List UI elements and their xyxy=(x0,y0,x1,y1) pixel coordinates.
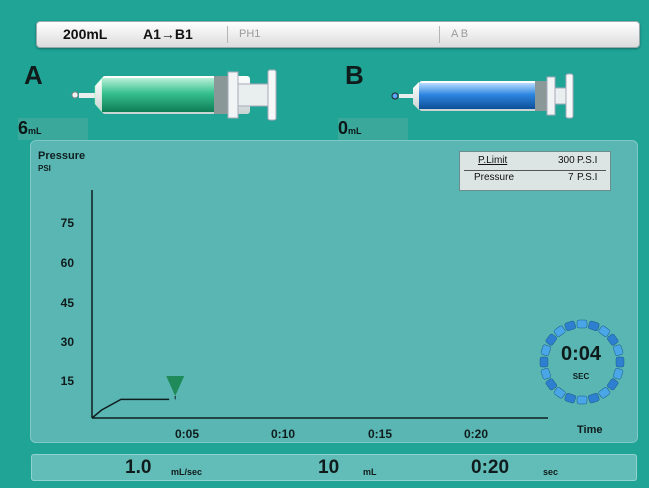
graph-y-title: Pressure xyxy=(38,150,86,162)
timer-segment xyxy=(613,368,624,380)
y-tick-label: 30 xyxy=(60,335,74,349)
timer-ring-icon xyxy=(539,319,625,405)
pressure-line xyxy=(91,398,170,419)
timer-segment xyxy=(615,356,625,368)
p-limit-label: P.Limit xyxy=(478,155,508,166)
syringe-b-volume-unit: mL xyxy=(348,126,362,136)
timer-segment xyxy=(598,387,611,399)
p-limit-unit: P.S.I xyxy=(577,155,598,166)
graph-y-unit: PSI xyxy=(38,164,51,173)
injection-volume-unit: mL xyxy=(363,467,377,477)
total-volume: 200mL xyxy=(63,26,108,42)
syringe-b-volume: 0mL xyxy=(338,118,408,140)
pressure-value: 7 xyxy=(568,172,574,183)
syringe-b-label: B xyxy=(345,60,364,90)
timer-segment xyxy=(539,356,549,368)
syringe-a-icon[interactable] xyxy=(70,66,286,124)
pressure-unit: P.S.I xyxy=(577,172,598,183)
x-tick-label: 0:10 xyxy=(271,427,296,441)
timer-segment xyxy=(564,393,576,404)
x-axis-title: Time xyxy=(577,424,603,436)
syringe-a-volume: 6mL xyxy=(18,118,88,140)
injection-duration-value: 0:20 xyxy=(471,457,510,478)
x-tick-label: 0:20 xyxy=(464,427,489,441)
flow-rate-unit: mL/sec xyxy=(171,467,203,477)
syringe-b-volume-value: 0 xyxy=(338,118,349,138)
timer-segment xyxy=(553,325,566,337)
timer-segment xyxy=(588,393,600,404)
timer-value: 0:04 xyxy=(560,343,602,365)
timer-segment xyxy=(540,368,551,380)
divider xyxy=(439,26,440,43)
timer-segment xyxy=(607,378,619,391)
injection-volume-value: 10 xyxy=(318,457,340,478)
injection-protocol-bar[interactable]: 200mL A1→B1 PH1 A B xyxy=(36,21,640,48)
syringe-a-volume-unit: mL xyxy=(28,126,42,136)
injection-parameters-bar[interactable]: 1.0 mL/sec 10 mL 0:20 sec xyxy=(31,454,637,481)
timer-segment xyxy=(564,320,576,331)
pressure-limit-table: P.Limit 300 P.S.I Pressure 7 P.S.I xyxy=(459,151,611,191)
protocol-sequence: A1→B1 xyxy=(143,26,193,42)
y-tick-label: 75 xyxy=(60,216,74,230)
timer-segment xyxy=(545,378,557,391)
p-limit-value: 300 xyxy=(558,155,575,166)
pressure-label: Pressure xyxy=(474,172,515,183)
syringe-a-volume-value: 6 xyxy=(18,118,29,138)
divider xyxy=(227,26,228,43)
timer-segment xyxy=(545,333,557,346)
phase-label: PH1 xyxy=(239,28,261,40)
y-tick-label: 15 xyxy=(60,374,74,388)
timer-segment xyxy=(540,344,551,356)
timer-segment xyxy=(553,387,566,399)
timer-segment xyxy=(607,333,619,346)
injection-timer: 0:04 SEC xyxy=(536,316,634,414)
syringe-a-label: A xyxy=(24,60,43,90)
timer-segment xyxy=(576,395,588,405)
y-tick-label: 45 xyxy=(60,296,74,310)
timer-segment xyxy=(576,319,588,329)
time-marker-icon xyxy=(166,376,185,396)
x-tick-label: 0:15 xyxy=(368,427,393,441)
channels-label: A B xyxy=(451,28,469,40)
timer-segment xyxy=(613,344,624,356)
timer-unit: SEC xyxy=(572,372,590,381)
timer-segment xyxy=(598,325,611,337)
syringe-b-icon[interactable] xyxy=(390,70,576,120)
injection-duration-unit: sec xyxy=(543,467,559,477)
table-divider xyxy=(464,170,606,171)
timer-segment xyxy=(588,320,600,331)
y-tick-label: 60 xyxy=(60,256,74,270)
flow-rate-value: 1.0 xyxy=(125,457,152,478)
x-tick-label: 0:05 xyxy=(175,427,200,441)
